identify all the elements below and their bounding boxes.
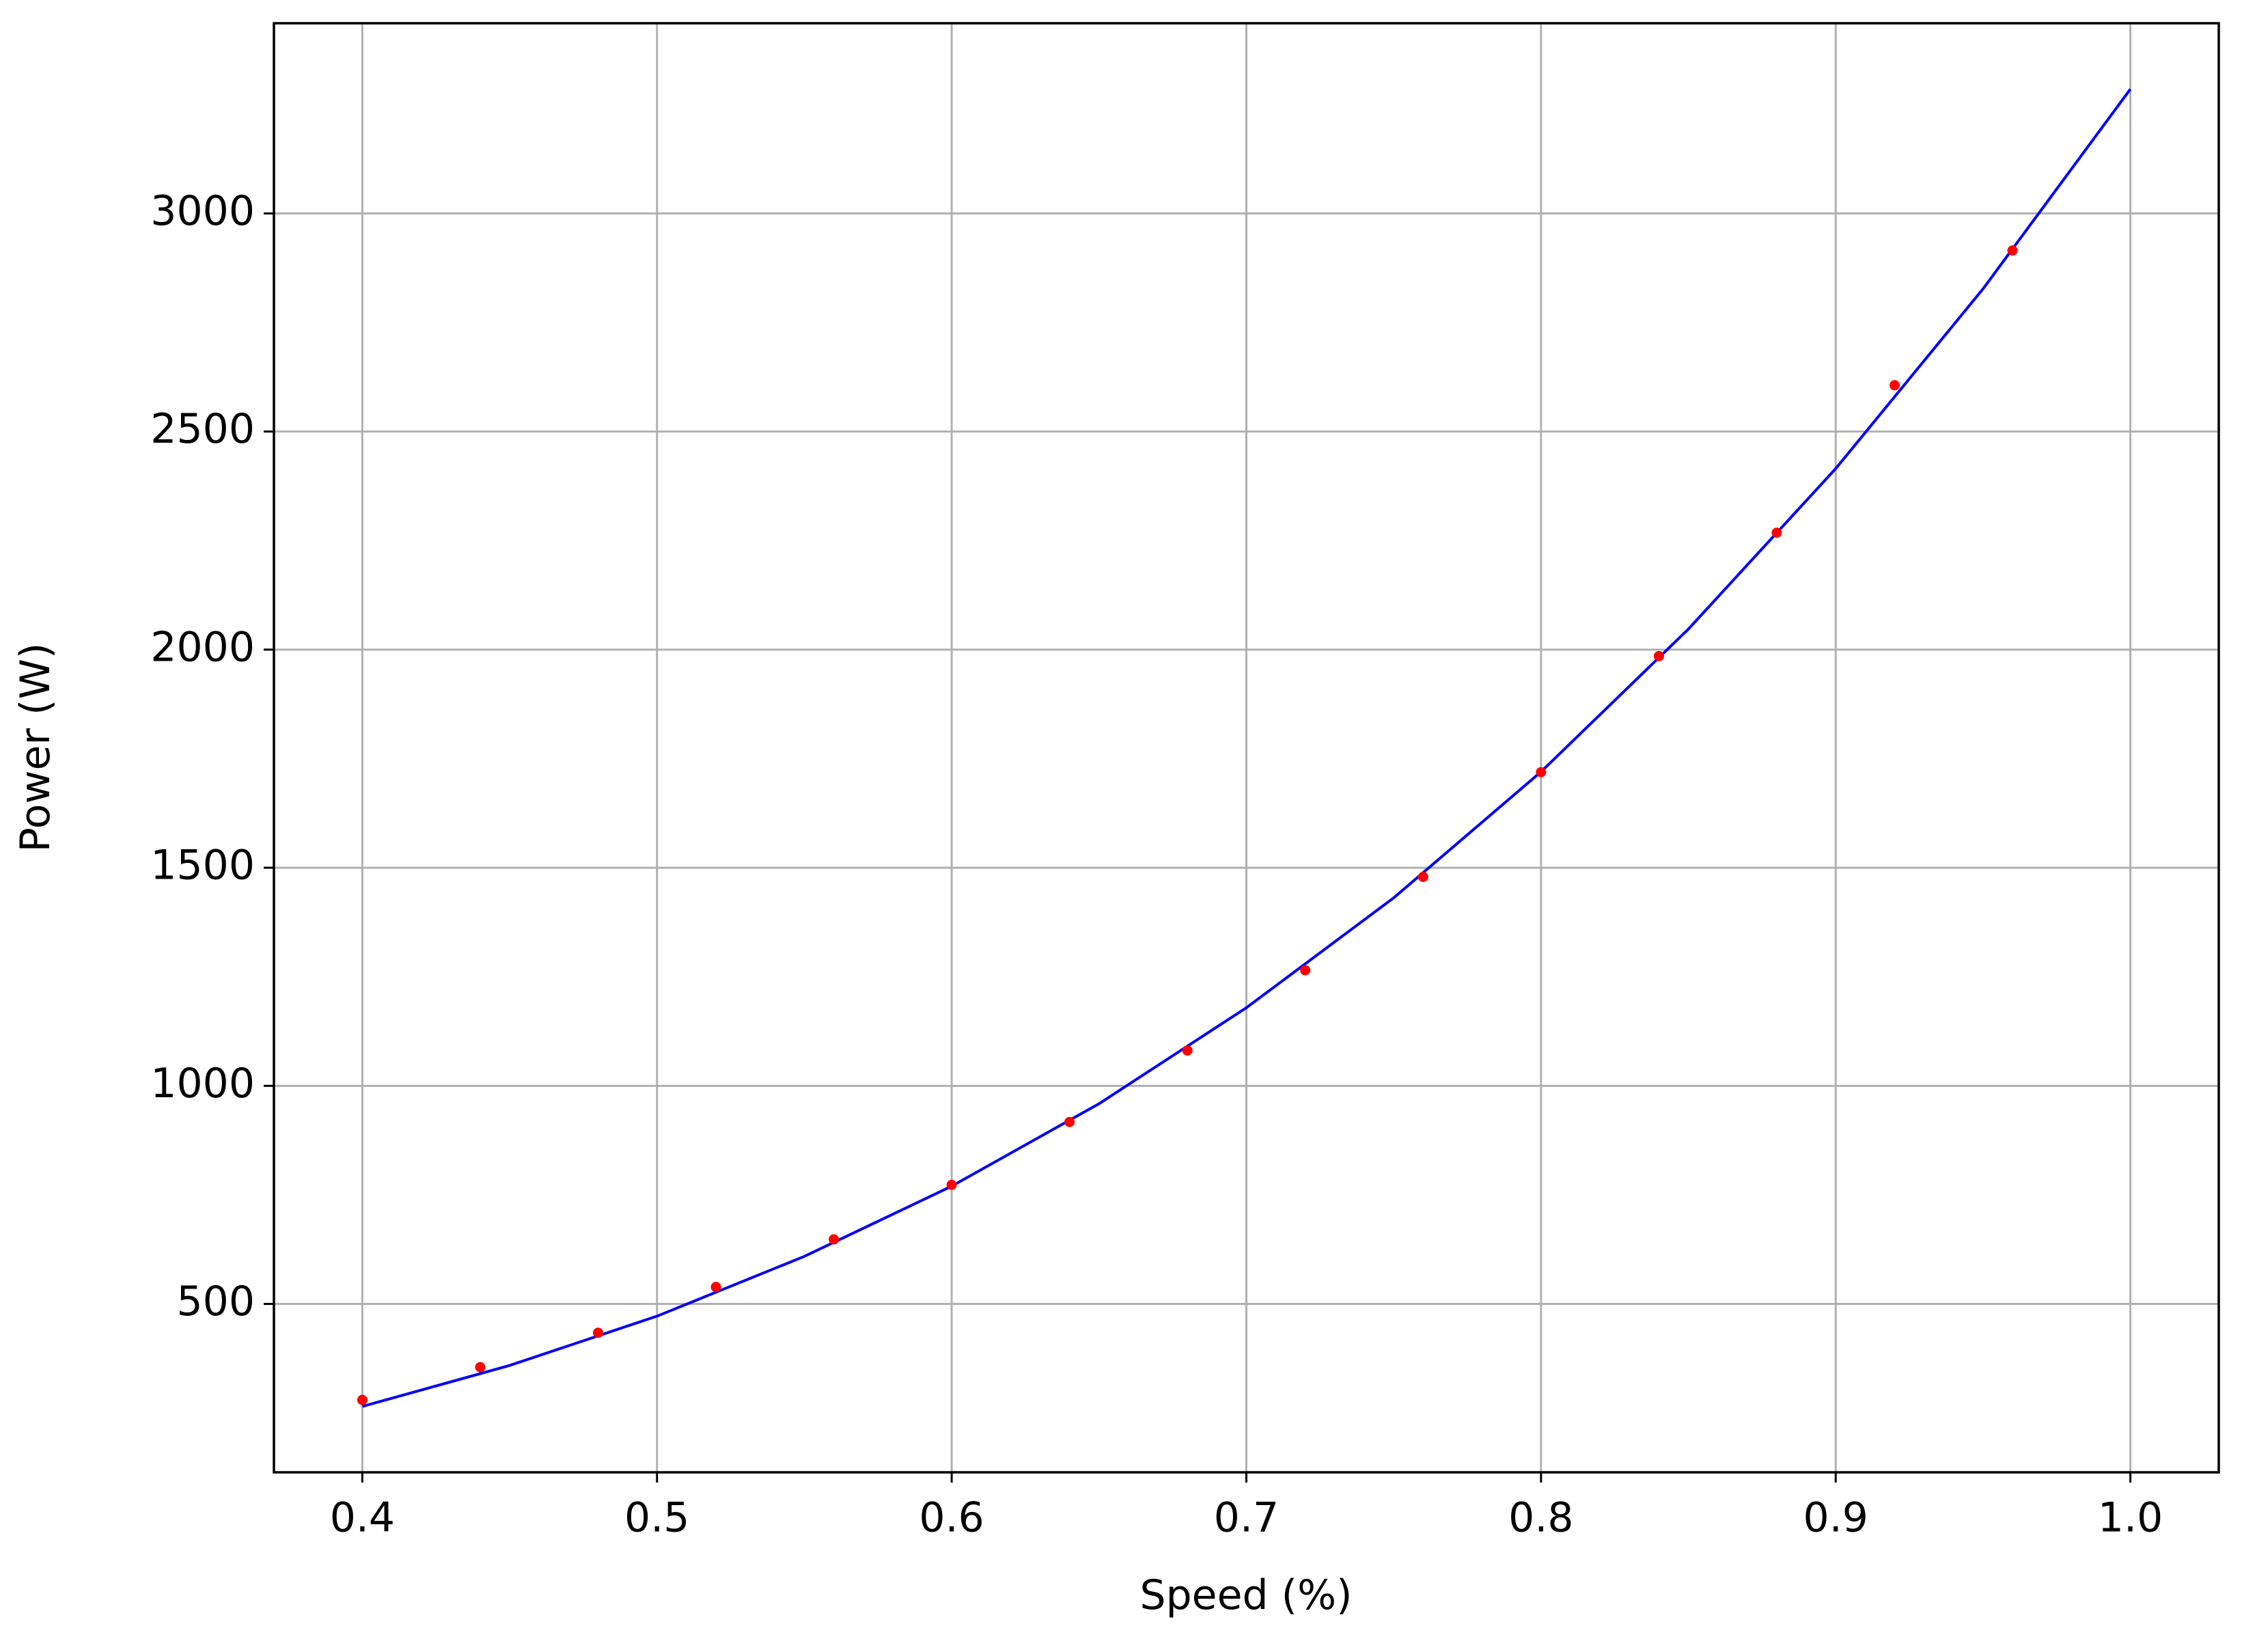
fit-line [361, 88, 2132, 1408]
data-point [1771, 527, 1782, 538]
y-tick-label: 2500 [150, 405, 255, 453]
x-tick-label: 0.7 [1214, 1494, 1279, 1542]
data-point [710, 1282, 721, 1293]
data-point [1536, 767, 1547, 777]
x-tick-label: 0.9 [1803, 1494, 1868, 1542]
y-tick-label: 500 [176, 1278, 255, 1325]
data-point [357, 1394, 368, 1405]
data-point [1417, 871, 1428, 882]
data-point [1182, 1045, 1193, 1056]
y-tick-label: 2000 [150, 623, 255, 671]
data-point [946, 1179, 957, 1190]
y-tick-label: 1500 [150, 842, 255, 890]
data-point [2007, 245, 2018, 256]
data-point [1653, 650, 1664, 661]
data-point [593, 1327, 603, 1338]
y-axis-label: Power (W) [12, 643, 59, 853]
data-point [829, 1234, 840, 1245]
x-tick-label: 0.4 [330, 1494, 395, 1542]
data-point [475, 1362, 486, 1373]
y-tick-label: 1000 [150, 1060, 255, 1107]
y-tick-label: 3000 [150, 187, 255, 235]
x-tick-label: 1.0 [2098, 1494, 2163, 1542]
data-point [1064, 1116, 1075, 1127]
x-tick-label: 0.5 [624, 1494, 689, 1542]
x-tick-label: 0.6 [919, 1494, 984, 1542]
x-tick-label: 0.8 [1508, 1494, 1573, 1542]
plot-frame [273, 22, 2220, 1474]
x-axis-label: Speed (%) [1140, 1571, 1353, 1619]
data-point [1890, 380, 1900, 391]
data-point [1300, 965, 1311, 976]
